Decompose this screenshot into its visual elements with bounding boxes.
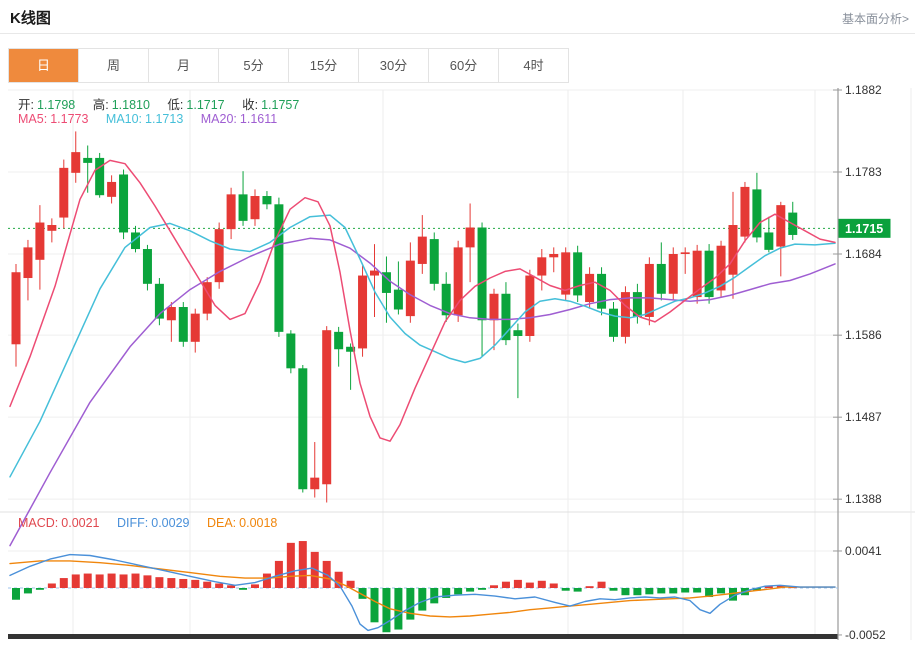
ma10-item: MA10: 1.1713 [106, 112, 197, 126]
tab-5min[interactable]: 5分 [218, 49, 288, 82]
tab-week[interactable]: 周 [78, 49, 148, 82]
diff-value: 0.0029 [151, 516, 190, 530]
close-label: 收: [242, 98, 259, 112]
high-item: 高: 1.1810 [93, 98, 164, 112]
ma20-value: 1.1611 [239, 112, 278, 126]
dea-value: 0.0018 [239, 516, 278, 530]
tab-day[interactable]: 日 [9, 49, 78, 82]
open-value: 1.1798 [36, 98, 76, 112]
diff-item: DIFF: 0.0029 [117, 516, 203, 530]
svg-text:1.1388: 1.1388 [845, 492, 882, 506]
page-header: K线图 基本面分析> [0, 0, 915, 34]
ma10-value: 1.1713 [145, 112, 184, 126]
ohlc-legend: 开: 1.1798 高: 1.1810 低: 1.1717 收: 1.1757 [18, 94, 313, 113]
svg-text:1.1487: 1.1487 [845, 410, 882, 424]
low-item: 低: 1.1717 [167, 98, 238, 112]
macd-item: MACD: 0.0021 [18, 516, 114, 530]
page-title: K线图 [10, 10, 51, 27]
ma-legend: MA5: 1.1773 MA10: 1.1713 MA20: 1.1611 [18, 112, 291, 126]
low-value: 1.1717 [186, 98, 225, 112]
high-label: 高: [92, 98, 109, 112]
macd-legend: MACD: 0.0021 DIFF: 0.0029 DEA: 0.0018 [18, 516, 291, 530]
period-tabbar: 日周月 5分 15分 30分 60分 4时 [8, 48, 569, 83]
ma5-value: 1.1773 [50, 112, 89, 126]
svg-text:0.0041: 0.0041 [845, 544, 882, 558]
tab-60min[interactable]: 60分 [428, 49, 498, 82]
ma5-label: MA5: [18, 112, 48, 126]
diff-label: DIFF: [117, 516, 149, 530]
tab-4hour[interactable]: 4时 [498, 49, 568, 82]
tab-15min[interactable]: 15分 [288, 49, 358, 82]
macd-value: 0.0021 [61, 516, 100, 530]
tab-month[interactable]: 月 [148, 49, 218, 82]
ma20-item: MA20: 1.1611 [201, 112, 291, 126]
svg-text:1.1882: 1.1882 [845, 83, 882, 97]
open-item: 开: 1.1798 [18, 98, 89, 112]
tab-30min[interactable]: 30分 [358, 49, 428, 82]
macd-label: MACD: [18, 516, 59, 530]
close-value: 1.1757 [261, 98, 300, 112]
svg-text:1.1783: 1.1783 [845, 165, 882, 179]
dea-label: DEA: [206, 516, 237, 530]
high-value: 1.1810 [111, 98, 150, 112]
open-label: 开: [18, 98, 34, 112]
ma20-label: MA20: [200, 112, 237, 126]
ma5-item: MA5: 1.1773 [18, 112, 102, 126]
ma10-label: MA10: [105, 112, 143, 126]
svg-text:1.1586: 1.1586 [845, 328, 882, 342]
low-label: 低: [167, 98, 184, 112]
fundamental-analysis-link[interactable]: 基本面分析> [841, 12, 909, 26]
svg-text:-0.0052: -0.0052 [845, 628, 886, 642]
dea-item: DEA: 0.0018 [207, 516, 291, 530]
close-item: 收: 1.1757 [242, 98, 313, 112]
current-price-badge: 1.1715 [845, 222, 883, 236]
svg-text:1.1684: 1.1684 [845, 247, 882, 261]
